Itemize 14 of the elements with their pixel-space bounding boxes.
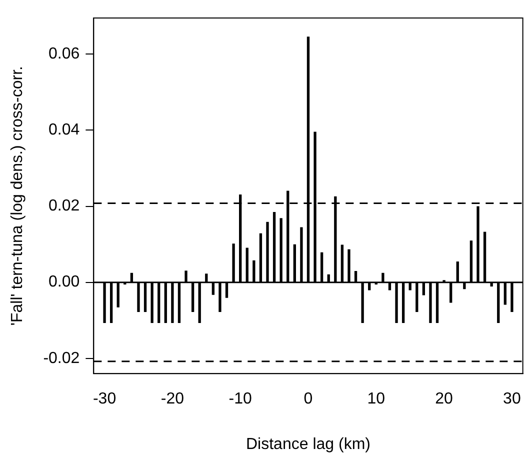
x-tick-label: -30: [92, 390, 116, 408]
y-tick-label: 0.02: [48, 198, 80, 215]
y-tick-label: 0.04: [48, 122, 80, 139]
x-axis-title: Distance lag (km): [246, 436, 370, 453]
y-axis-title: 'Fall' tern-tuna (log dens.) cross-corr.: [9, 66, 26, 326]
y-tick-label: -0.02: [43, 350, 80, 367]
y-tick-label: 0.00: [48, 274, 80, 291]
x-tick-label: 10: [367, 390, 386, 408]
x-tick-label: 0: [304, 390, 313, 408]
x-tick-label: 30: [503, 390, 521, 408]
x-tick-label: 20: [435, 390, 454, 408]
x-tick-label: -20: [160, 390, 184, 408]
x-tick-label: -10: [228, 390, 252, 408]
y-tick-label: 0.06: [48, 46, 80, 63]
